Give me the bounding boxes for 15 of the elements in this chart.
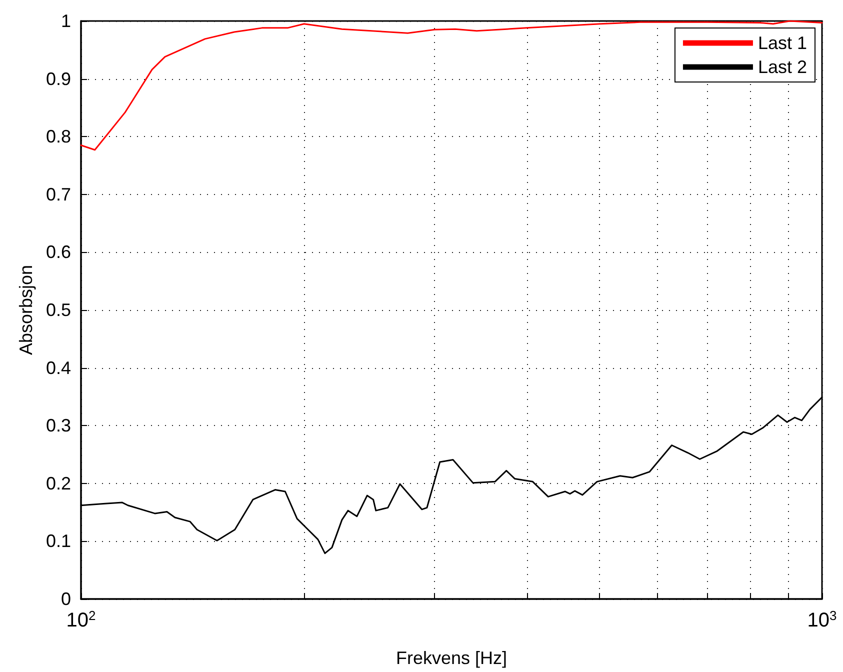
y-tick-label: 0.1 [46,531,71,552]
y-tick-label: 0.7 [46,184,71,204]
x-axis-title: Frekvens [Hz] [396,648,508,668]
y-tick-label: 1 [60,11,71,31]
y-tick-label: 0.5 [46,300,71,320]
y-tick-label: 0.4 [46,358,71,378]
y-axis-title: Absorbsjon [16,264,36,356]
legend-label: Last 1 [758,33,808,53]
y-tick-label: 0.9 [46,68,71,89]
y-tick-label: 0 [60,589,71,609]
y-tick-label: 0.6 [46,242,71,262]
y-tick-label: 0.8 [46,126,71,147]
y-tick-label: 0.2 [46,473,71,494]
y-tick-label: 0.3 [46,416,71,436]
legend-label: Last 2 [758,57,808,77]
